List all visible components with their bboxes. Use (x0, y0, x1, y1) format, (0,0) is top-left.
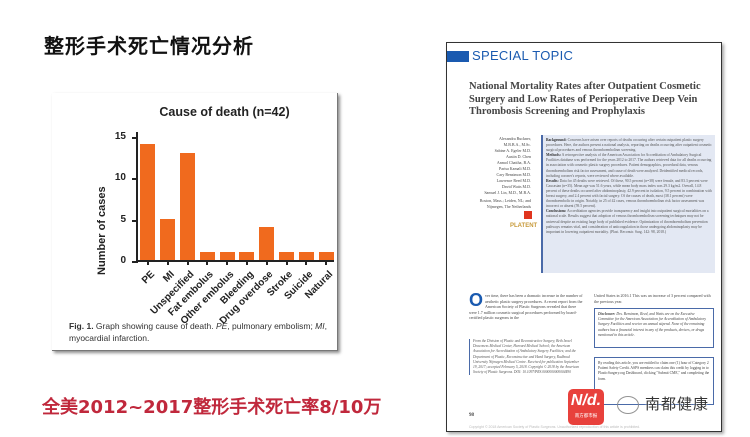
author-name: Sabine A. Egeler M.D. (494, 148, 531, 153)
x-tick (265, 261, 268, 265)
abstract-box: Background: Concerns have arisen over re… (541, 135, 715, 273)
bar-stroke (279, 251, 294, 260)
x-tick (245, 261, 248, 265)
nandu-logo-icon: N/d. 南方都市报 (568, 389, 604, 425)
cme-box: By reading this article, you are entitle… (594, 357, 714, 405)
plot-area: 0 5 10 15 (115, 131, 334, 266)
page-number: 98 (469, 413, 474, 418)
bar-bleeding (239, 251, 255, 260)
x-tick (206, 261, 209, 265)
slide-title: 整形手术死亡情况分析 (44, 34, 254, 58)
y-tick (132, 178, 138, 181)
author-name: Samuel J. Lin, M.D., M.B.A. (484, 190, 531, 195)
affiliation-note: From the Division of Plastic and Reconst… (469, 339, 584, 376)
section-label: SPECIAL TOPIC (472, 48, 574, 63)
author-name: Alexandra Buckner, (498, 136, 531, 141)
x-tick (226, 261, 229, 265)
pdf-icon (524, 211, 532, 219)
author-location: Boston, Mass.; Leiden, NL; and Nijmegen,… (479, 198, 531, 209)
figure-caption: Fig. 1. Graph showing cause of death. PE… (69, 321, 327, 343)
bar-other-embolus (219, 251, 235, 260)
y-tick-label: 5 (120, 213, 126, 225)
author-name: Cary Bensimon M.D. (496, 172, 531, 177)
caption-label: Fig. 1. (69, 321, 94, 331)
author-name: M.B.B.A., M.Sc. (503, 142, 531, 147)
body-text-right: United States in 2016.1 This was an incr… (594, 293, 711, 304)
article-title: National Mortality Rates after Outpatien… (469, 81, 701, 117)
bar-suicide (298, 251, 314, 260)
disclosure-box: Disclosure: Drs. Bensimon, Reed, and Wat… (594, 308, 714, 348)
y-tick-label: 15 (114, 131, 126, 142)
x-tick (186, 261, 189, 265)
y-tick-label: 10 (114, 172, 126, 184)
plus-logo: PLATENT (510, 223, 538, 229)
slide-footer-headline: 全美2012~2017整形手术死亡率8/10万 (42, 397, 382, 418)
bar-drug-overdose (259, 226, 275, 260)
wechat-icon (617, 396, 639, 414)
x-tick (166, 261, 169, 265)
author-name: Anmol Chattha, B.A. (496, 160, 531, 165)
bar-pe (140, 144, 156, 260)
chart-title: Cause of death (n=42) (159, 105, 290, 119)
watermark-account-name: 南都健康 (645, 395, 710, 413)
x-tick (325, 261, 328, 265)
copyright-line: Copyright © 2018 American Society of Pla… (469, 425, 641, 429)
author-name: Lawrence Reed M.D. (496, 178, 531, 183)
bar-unspecified (180, 152, 195, 260)
author-name: Austin D. Chen (506, 154, 531, 159)
y-tick (132, 137, 138, 139)
x-tick-label: PE (139, 269, 157, 287)
author-name: David Watts M.D. (501, 184, 531, 189)
drop-cap: O (469, 290, 484, 310)
x-tick (146, 261, 149, 265)
y-tick-label: 0 (120, 255, 126, 266)
section-color-band (447, 51, 469, 62)
bar-mi (160, 218, 176, 260)
author-list: Alexandra Buckner, M.B.B.A., M.Sc. Sabine … (469, 136, 531, 210)
y-tick (132, 261, 138, 263)
x-tick (285, 261, 288, 265)
author-name: Parisa Kamali M.D. (499, 166, 531, 171)
journal-page: SPECIAL TOPIC National Mortality Rates a… (446, 42, 722, 432)
y-tick (132, 219, 138, 222)
bar-natural (318, 251, 334, 260)
x-tick (305, 261, 308, 265)
bar-fat-embolus (199, 251, 215, 260)
